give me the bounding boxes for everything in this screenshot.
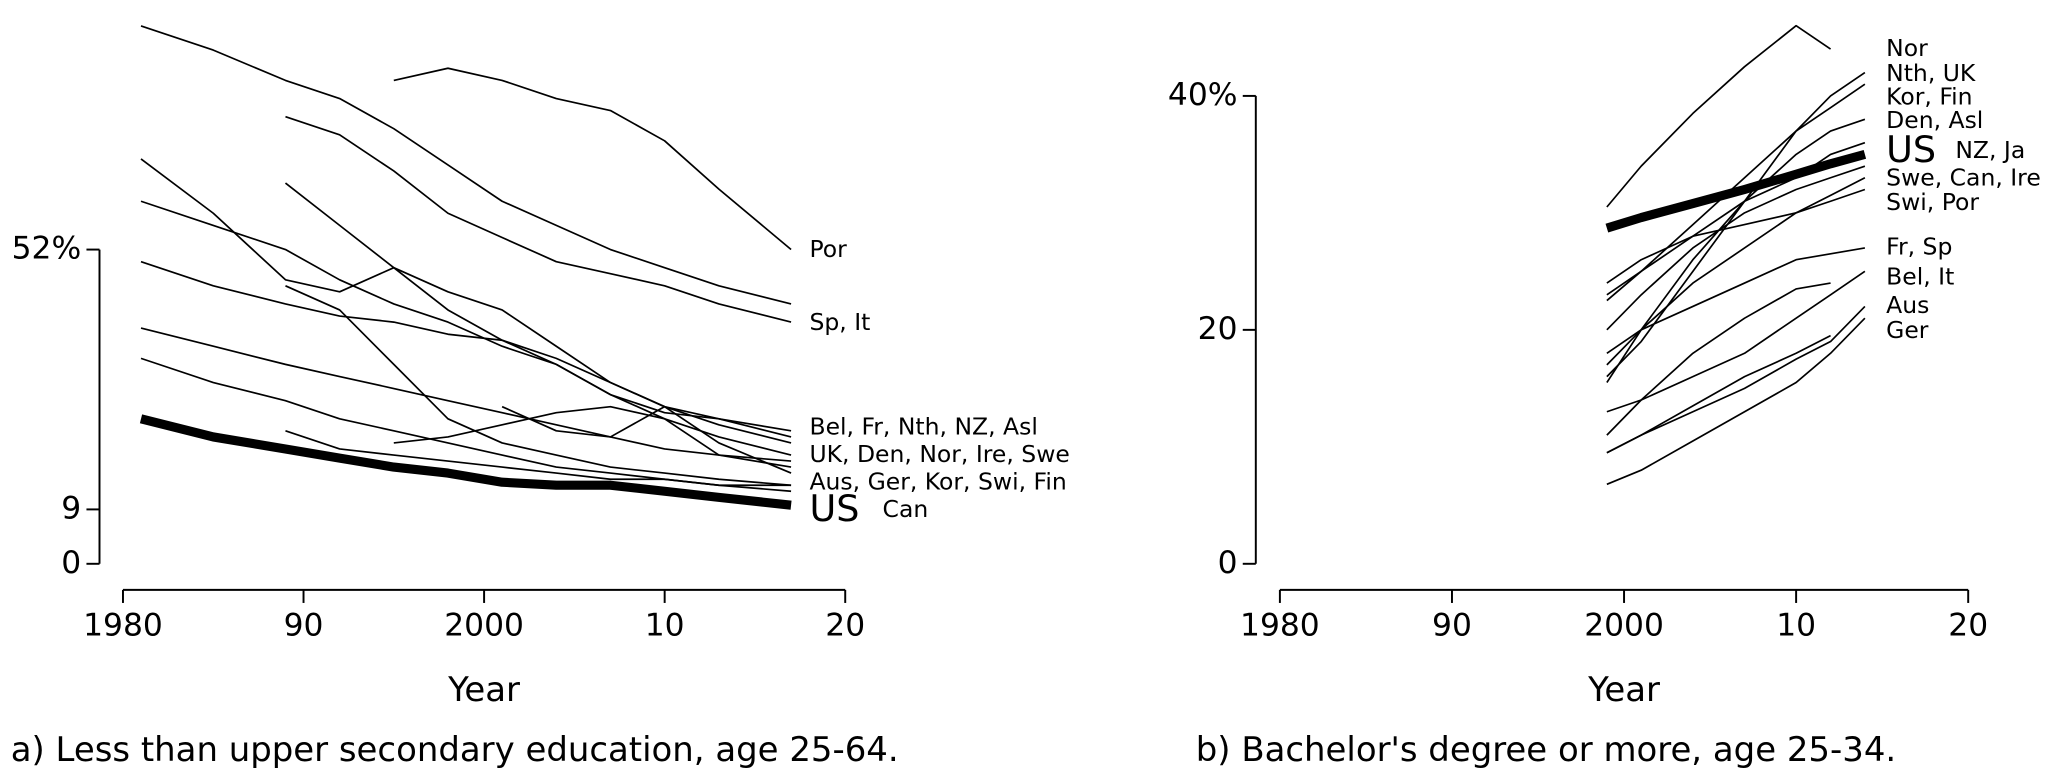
series-label: US <box>1886 128 1936 171</box>
series-line <box>140 260 792 438</box>
series-line <box>140 158 792 444</box>
series-line <box>1606 24 1832 208</box>
series-line <box>284 182 792 456</box>
series-line <box>1606 270 1866 413</box>
series-line <box>1606 317 1866 486</box>
series-line <box>1606 188 1866 284</box>
series-line <box>285 285 792 487</box>
y-tick-label: 20 <box>1198 311 1238 347</box>
annotation: Swi, Por <box>1886 188 1979 216</box>
y-tick-label: 0 <box>61 545 81 581</box>
caption: b) Bachelor's degree or more, age 25-34. <box>1196 731 1896 770</box>
y-tick-label: 0 <box>1218 545 1238 581</box>
x-tick-label: 10 <box>645 607 685 643</box>
highlight-line <box>139 414 792 510</box>
series-label: US <box>809 487 859 530</box>
caption: a) Less than upper secondary education, … <box>11 731 899 770</box>
series-line <box>393 405 792 462</box>
annotation: Ger <box>1886 316 1929 344</box>
annotation: Can <box>883 495 929 523</box>
series-line <box>1606 247 1866 354</box>
series-line <box>285 430 792 487</box>
x-tick-label: 90 <box>1432 607 1472 643</box>
series-line <box>1606 282 1831 436</box>
x-tick-label: 2000 <box>444 607 524 643</box>
x-axis-label: Year <box>447 671 520 710</box>
series-line <box>1606 334 1831 454</box>
series-line <box>1606 165 1866 331</box>
y-tick-label: 40% <box>1168 77 1238 113</box>
x-tick-label: 20 <box>825 607 865 643</box>
x-tick-label: 1980 <box>83 607 163 643</box>
annotation: Aus, Ger, Kor, Swi, Fin <box>809 467 1066 495</box>
annotation: NZ, Ja <box>1955 136 2025 164</box>
annotation: Aus <box>1886 291 1929 319</box>
x-tick-label: 10 <box>1776 607 1816 643</box>
x-tick-label: 90 <box>284 607 324 643</box>
x-tick-label: 1980 <box>1240 607 1320 643</box>
series-line <box>1606 141 1866 296</box>
series-line <box>140 25 792 305</box>
series-line <box>140 327 792 468</box>
series-line <box>140 357 792 493</box>
annotation: Fr, Sp <box>1886 232 1952 260</box>
y-tick-label: 9 <box>61 490 81 526</box>
annotation: Den, Asl <box>1886 106 1983 134</box>
highlight-line <box>1605 149 1867 233</box>
annotation: Swe, Can, Ire <box>1886 163 2041 191</box>
series-line <box>285 115 792 323</box>
y-tick-label: 52% <box>12 231 82 267</box>
annotation: Bel, It <box>1886 262 1954 290</box>
annotation: Nor <box>1886 34 1928 62</box>
annotation: Bel, Fr, Nth, NZ, Asl <box>809 413 1037 441</box>
x-axis-label: Year <box>1587 671 1660 710</box>
series-line <box>1606 71 1866 302</box>
x-tick-label: 2000 <box>1584 607 1664 643</box>
annotation: Por <box>809 235 847 263</box>
series-line <box>393 67 792 251</box>
series-line <box>1606 83 1866 378</box>
annotation: Sp, It <box>809 308 870 336</box>
annotation: UK, Den, Nor, Ire, Swe <box>809 440 1069 468</box>
x-tick-label: 20 <box>1948 607 1988 643</box>
series-line <box>501 405 792 474</box>
annotation: Nth, UK <box>1886 59 1976 87</box>
annotation: Kor, Fin <box>1886 82 1972 110</box>
